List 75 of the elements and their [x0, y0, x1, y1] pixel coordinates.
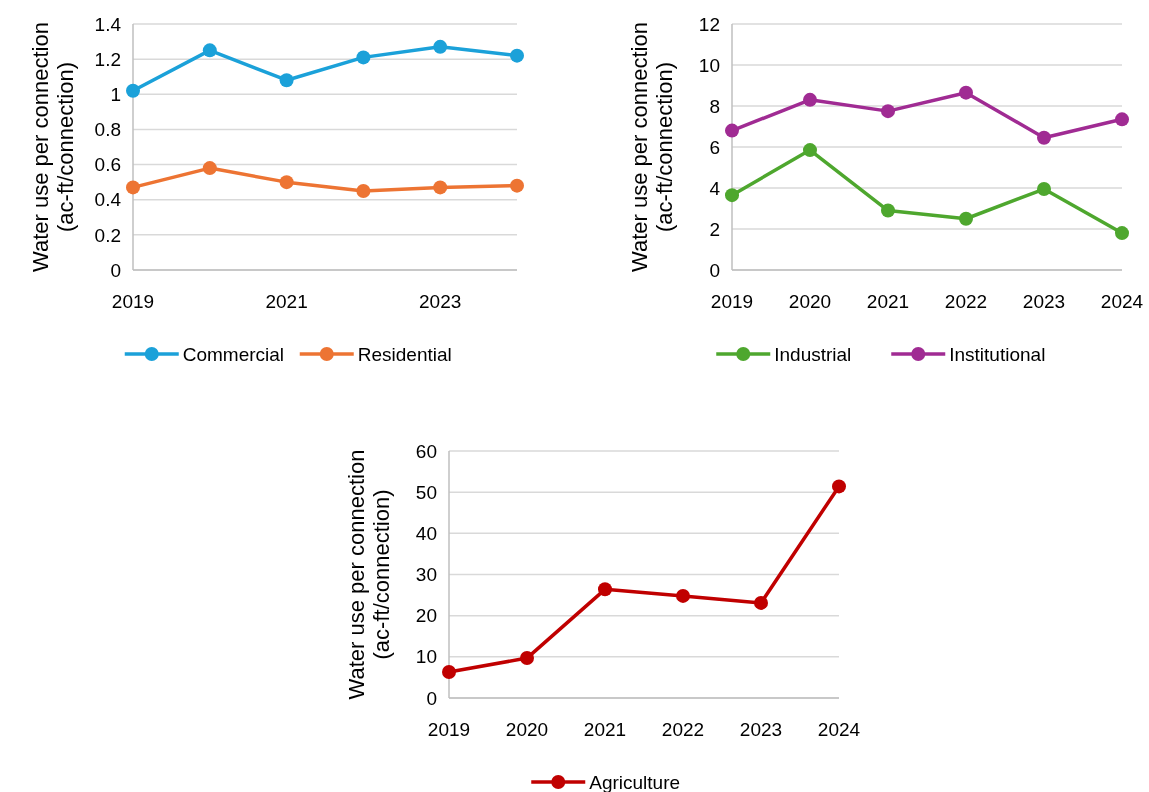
y-tick-label: 4 [709, 177, 721, 199]
y-tick-label: 8 [709, 95, 720, 117]
point [803, 92, 817, 107]
point [803, 143, 817, 158]
y-tick-label: 6 [709, 136, 720, 158]
x-tick-label: 2019 [427, 718, 471, 740]
point [126, 83, 140, 98]
y-tick-label: 60 [415, 440, 437, 462]
y-axis-title: Water use per connection (ac-ft/connection) [27, 22, 78, 272]
point [725, 123, 739, 138]
y-tick-label: 0.6 [94, 154, 121, 176]
x-tick-label: 2024 [817, 718, 861, 740]
point [1037, 182, 1051, 197]
point [881, 104, 895, 119]
point [520, 651, 534, 666]
y-tick-label: 12 [698, 13, 720, 35]
point [676, 588, 690, 603]
y-tick-label: 20 [415, 605, 437, 627]
y-tick-label: 40 [415, 522, 437, 544]
y-tick-label: 2 [709, 218, 720, 240]
point [959, 211, 973, 226]
point [1115, 226, 1129, 241]
y-tick-label: 10 [415, 646, 437, 668]
point [279, 73, 294, 88]
x-tick-label: 2020 [788, 290, 832, 312]
x-tick-label: 2021 [265, 290, 308, 312]
point [832, 479, 846, 494]
x-tick-label: 2023 [419, 290, 462, 312]
legend-label: Agriculture [589, 771, 681, 792]
point [126, 180, 140, 195]
y-tick-label: 0 [110, 259, 121, 281]
y-tick-label: 0 [426, 687, 437, 709]
point [202, 43, 217, 58]
point [279, 175, 294, 190]
x-tick-label: 2023 [1022, 290, 1066, 312]
x-tick-label: 2022 [944, 290, 988, 312]
point [959, 85, 973, 100]
x-tick-label: 2019 [710, 290, 754, 312]
point [356, 183, 371, 198]
legend-label: Commercial [182, 343, 285, 365]
point [725, 188, 739, 203]
y-tick-label: 30 [415, 564, 437, 586]
point [1115, 112, 1129, 127]
point [442, 665, 456, 680]
point [598, 582, 612, 597]
y-tick-label: 10 [698, 54, 720, 76]
point [1037, 130, 1051, 145]
y-tick-label: 0.2 [94, 224, 121, 246]
point [202, 161, 217, 176]
y-tick-label: 1.4 [94, 13, 122, 35]
x-tick-label: 2021 [583, 718, 627, 740]
y-tick-label: 0.8 [94, 119, 121, 141]
x-tick-label: 2020 [505, 718, 549, 740]
y-tick-label: 1 [110, 83, 121, 105]
point [510, 178, 524, 193]
x-tick-label: 2019 [111, 290, 155, 312]
point [881, 203, 895, 218]
legend-label: Residential [357, 343, 452, 365]
y-tick-label: 0 [709, 259, 720, 281]
x-tick-label: 2023 [739, 718, 783, 740]
y-tick-label: 0.4 [94, 189, 122, 211]
x-tick-label: 2021 [866, 290, 910, 312]
point [433, 180, 448, 195]
point [433, 39, 448, 54]
legend-label: Industrial [774, 343, 852, 365]
y-axis-title: Water use per connection (ac-ft/connection) [626, 22, 677, 272]
point [510, 48, 524, 63]
y-tick-label: 50 [415, 481, 437, 503]
y-axis-title: Water use per connection (ac-ft/connection) [343, 449, 394, 700]
x-tick-label: 2024 [1100, 290, 1144, 312]
point [356, 50, 371, 65]
point [754, 595, 768, 610]
x-tick-label: 2022 [661, 718, 705, 740]
legend-label: Institutional [949, 343, 1046, 365]
y-tick-label: 1.2 [94, 48, 121, 70]
